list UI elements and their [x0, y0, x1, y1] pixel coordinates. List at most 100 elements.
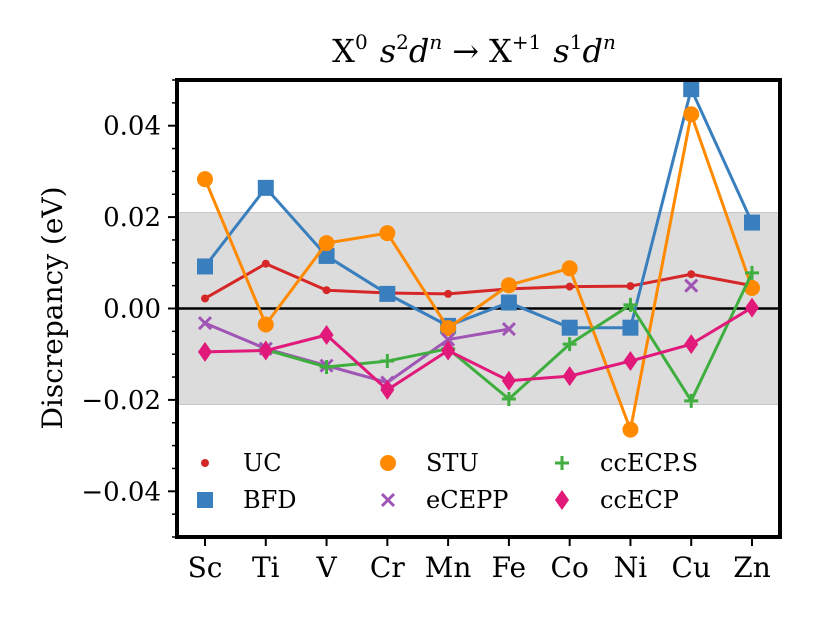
legend-marker — [380, 455, 396, 471]
data-point — [683, 81, 700, 98]
y-tick-label: 0.02 — [103, 203, 161, 233]
title-arrow: → — [452, 32, 479, 70]
x-axis-ticks: Sc Ti V Cr Mn Fe Co Ni Cu Zn — [188, 537, 771, 584]
legend-marker — [555, 490, 569, 510]
series-line — [204, 262, 753, 300]
data-point — [500, 277, 517, 294]
title-d1-sup: n — [429, 30, 442, 54]
legend: UC STU ccECP.S BFD eCEPP ccECP — [197, 449, 698, 514]
data-point — [258, 340, 273, 361]
legend-marker — [197, 492, 213, 508]
legend-label: UC — [243, 449, 282, 477]
data-point — [197, 316, 213, 331]
data-point — [322, 286, 331, 295]
data-point — [318, 247, 335, 264]
x-tick-label: Ni — [614, 551, 648, 584]
title-s1: s — [380, 32, 396, 70]
data-point — [261, 259, 270, 268]
title-d2-sup: n — [603, 30, 616, 54]
data-point — [319, 359, 334, 374]
legend-marker — [380, 492, 396, 508]
data-point — [626, 282, 635, 291]
legend-label: STU — [426, 449, 479, 477]
data-point — [684, 393, 699, 408]
legend-label: ccECP.S — [600, 449, 698, 477]
data-point — [501, 391, 516, 406]
chart-title: X0 s2dn → X+1 s1dn — [332, 30, 616, 70]
data-point — [379, 285, 396, 302]
data-point — [319, 325, 334, 346]
series-ccECP — [198, 297, 759, 400]
data-point — [623, 351, 638, 372]
title-s2: s — [553, 32, 569, 70]
data-point — [380, 354, 395, 369]
x-tick-label: V — [315, 551, 337, 584]
series-line — [203, 87, 754, 330]
data-point — [684, 278, 699, 293]
data-point — [687, 270, 696, 279]
data-point — [257, 316, 274, 333]
y-tick-label: −0.02 — [81, 386, 161, 416]
legend-label: eCEPP — [426, 486, 508, 514]
series-line — [204, 321, 510, 385]
data-point — [380, 379, 395, 400]
series-STU — [197, 106, 760, 438]
data-point — [561, 319, 578, 336]
data-point — [565, 282, 574, 291]
series-layer — [197, 81, 760, 438]
data-point — [562, 366, 577, 387]
y-tick-label: 0.04 — [103, 112, 161, 142]
data-point — [622, 319, 639, 336]
y-tick-label: 0.00 — [103, 295, 161, 325]
x-tick-label: Co — [551, 551, 589, 584]
data-point — [379, 225, 396, 242]
data-point — [501, 370, 516, 391]
y-axis-ticks: −0.04 −0.02 0.00 0.02 0.04 — [81, 79, 177, 538]
data-point — [198, 341, 212, 362]
y-axis-label: Discrepancy (eV) — [36, 186, 69, 429]
data-point — [684, 334, 699, 355]
data-point — [623, 297, 638, 312]
legend-label: BFD — [243, 486, 297, 514]
data-point — [444, 289, 453, 298]
title-x0-sup: 0 — [355, 30, 368, 54]
data-point — [257, 179, 274, 196]
data-point — [441, 332, 456, 347]
data-point — [500, 294, 517, 311]
x-tick-label: Zn — [733, 551, 771, 584]
data-point — [440, 320, 457, 337]
data-point — [501, 322, 516, 337]
data-point — [197, 258, 213, 275]
x-tick-label: Cr — [370, 551, 405, 584]
data-point — [745, 297, 759, 318]
title-d2: d — [582, 32, 602, 70]
legend-marker — [201, 459, 209, 467]
x-tick-label: Sc — [188, 551, 223, 584]
legend-label: ccECP — [600, 486, 679, 514]
x-tick-label: Cu — [671, 551, 710, 584]
data-point — [197, 171, 213, 188]
series-BFD — [197, 81, 760, 336]
x-tick-label: Mn — [425, 551, 472, 584]
data-point — [441, 340, 456, 361]
series-line — [204, 306, 753, 392]
data-point — [744, 214, 760, 231]
data-point — [318, 235, 335, 252]
series-line — [203, 112, 754, 432]
data-point — [745, 265, 759, 280]
title-x1: X — [489, 32, 512, 70]
x-tick-label: Ti — [252, 551, 280, 584]
y-tick-label: −0.04 — [81, 477, 161, 507]
data-point — [562, 337, 577, 352]
title-s2-sup: 1 — [570, 30, 583, 54]
data-point — [683, 106, 700, 123]
title-s1-sup: 2 — [396, 30, 409, 54]
data-point — [561, 260, 578, 277]
data-point — [622, 421, 639, 438]
legend-marker — [555, 456, 569, 470]
x-tick-label: Fe — [492, 551, 526, 584]
title-x0: X — [332, 32, 355, 70]
title-x1-sup: +1 — [512, 30, 541, 54]
series-eCEPP — [197, 278, 699, 390]
